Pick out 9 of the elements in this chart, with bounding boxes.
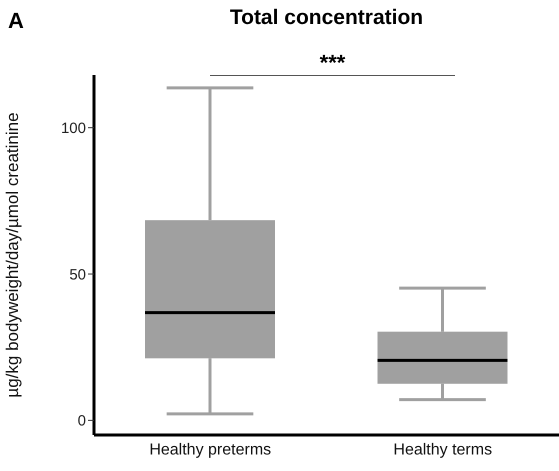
- x-tick-label: Healthy preterms: [149, 441, 272, 458]
- y-tick-label: 0: [78, 412, 86, 430]
- chart-title: Total concentration: [228, 6, 424, 30]
- y-tick-label: 50: [69, 266, 86, 284]
- y-tick-label: 100: [60, 120, 86, 138]
- x-tick-label: Healthy terms: [393, 441, 492, 458]
- text: A: [8, 8, 24, 34]
- text: ***: [318, 50, 346, 75]
- y-axis-title: µg/kg bodyweight/day/µmol creatinine: [3, 112, 22, 398]
